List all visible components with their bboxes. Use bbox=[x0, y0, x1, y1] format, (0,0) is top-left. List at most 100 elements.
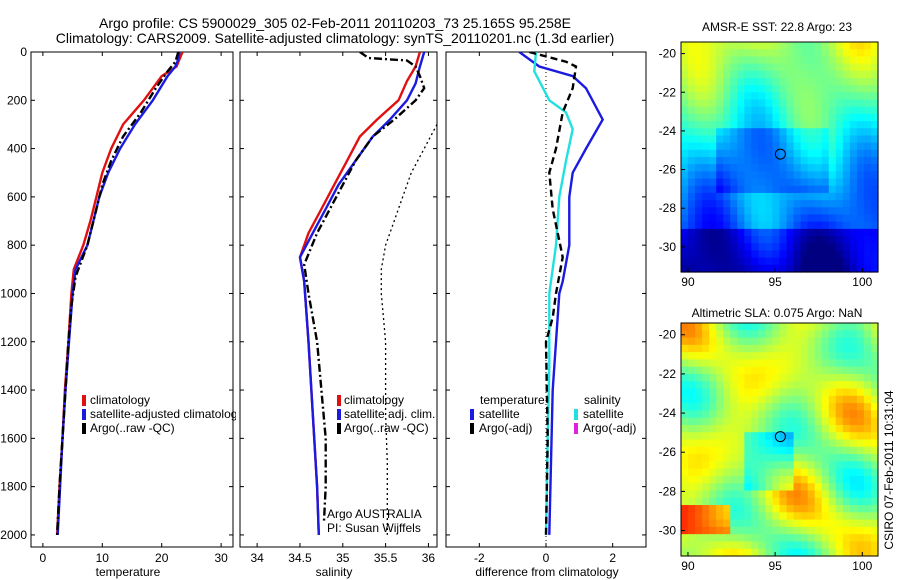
heatmap-cell bbox=[849, 512, 858, 521]
heatmap-cell bbox=[849, 92, 858, 101]
heatmap-cell bbox=[772, 403, 781, 411]
heatmap-cell bbox=[786, 526, 795, 535]
y-tick-label: -20 bbox=[659, 328, 677, 342]
heatmap-cell bbox=[730, 106, 738, 115]
heatmap-cell bbox=[695, 142, 703, 151]
heatmap-cell bbox=[814, 534, 823, 543]
heatmap-cell bbox=[793, 534, 802, 543]
y-tick-label: -24 bbox=[659, 124, 677, 138]
heatmap-cell bbox=[730, 366, 738, 375]
heatmap-cell bbox=[835, 505, 844, 513]
heatmap-cell bbox=[793, 330, 802, 339]
heatmap-cell bbox=[772, 534, 781, 543]
heatmap-cell bbox=[863, 63, 872, 72]
heatmap-cell bbox=[723, 128, 731, 137]
heatmap-cell bbox=[716, 519, 724, 528]
heatmap-cell bbox=[849, 178, 858, 187]
x-tick-label: 35 bbox=[336, 551, 350, 565]
heatmap-cell bbox=[821, 337, 830, 346]
series-line-argo--adj- bbox=[528, 52, 578, 535]
heatmap-cell bbox=[751, 49, 759, 57]
heatmap-cell bbox=[716, 417, 724, 426]
heatmap-cell bbox=[723, 526, 731, 535]
legend-title-temperature: temperature bbox=[480, 393, 545, 407]
x-tick-label: 90 bbox=[681, 559, 695, 573]
heatmap-cell bbox=[828, 70, 837, 79]
heatmap-cell bbox=[695, 106, 703, 115]
heatmap-cell bbox=[793, 432, 802, 441]
heatmap-cell bbox=[772, 548, 781, 557]
heatmap-cell bbox=[730, 490, 738, 499]
salinity-legend: climatology satellite adj. clim. Argo(..… bbox=[327, 393, 435, 535]
heatmap-cell bbox=[863, 264, 872, 273]
heatmap-cell bbox=[779, 519, 788, 528]
heatmap-cell bbox=[681, 519, 689, 528]
heatmap-cell bbox=[793, 381, 802, 390]
heatmap-cell bbox=[779, 200, 788, 208]
heatmap-cell bbox=[744, 192, 752, 201]
heatmap-cell bbox=[870, 366, 879, 375]
heatmap-cell bbox=[744, 366, 752, 375]
heatmap-cell bbox=[772, 157, 781, 165]
heatmap-cell bbox=[737, 200, 745, 208]
heatmap-cell bbox=[870, 128, 879, 137]
heatmap-cell bbox=[856, 526, 865, 535]
legend-label: Argo(-adj) bbox=[583, 421, 636, 435]
heatmap-cell bbox=[709, 359, 717, 368]
heatmap-cell bbox=[821, 548, 830, 557]
heatmap-cell bbox=[681, 403, 689, 411]
heatmap-cell bbox=[779, 505, 788, 513]
heatmap-cell bbox=[723, 228, 731, 237]
heatmap-cell bbox=[751, 344, 759, 353]
heatmap-cell bbox=[723, 388, 731, 397]
heatmap-cell bbox=[744, 149, 752, 158]
heatmap-cell bbox=[730, 121, 738, 129]
heatmap-cell bbox=[793, 323, 802, 331]
heatmap-cell bbox=[730, 63, 738, 72]
heatmap-cell bbox=[856, 228, 865, 237]
heatmap-cell bbox=[835, 548, 844, 557]
heatmap-cell bbox=[737, 56, 745, 65]
heatmap-cell bbox=[856, 243, 865, 252]
heatmap-cell bbox=[702, 149, 710, 158]
heatmap-cell bbox=[751, 106, 759, 115]
heatmap-cell bbox=[849, 236, 858, 244]
heatmap-cell bbox=[723, 243, 731, 252]
heatmap-cell bbox=[702, 85, 710, 93]
heatmap-cell bbox=[751, 178, 759, 187]
heatmap-cell bbox=[870, 475, 879, 484]
heatmap-cell bbox=[821, 512, 830, 521]
heatmap-cell bbox=[737, 461, 745, 470]
heatmap-cell bbox=[849, 207, 858, 216]
heatmap-cell bbox=[758, 257, 767, 266]
y-tick-label: 1400 bbox=[0, 383, 27, 397]
legend-swatch bbox=[470, 409, 474, 420]
heatmap-cell bbox=[779, 454, 788, 462]
heatmap-cell bbox=[779, 534, 788, 543]
heatmap-cell bbox=[688, 70, 696, 79]
heatmap-cell bbox=[800, 490, 809, 499]
heatmap-cell bbox=[702, 157, 710, 165]
heatmap-cell bbox=[793, 243, 802, 252]
heatmap-cell bbox=[814, 497, 823, 506]
heatmap-cell bbox=[807, 214, 816, 223]
heatmap-cell bbox=[828, 236, 837, 244]
heatmap-cell bbox=[814, 128, 823, 137]
heatmap-cell bbox=[695, 42, 703, 50]
heatmap-cell bbox=[688, 461, 696, 470]
heatmap-cell bbox=[814, 468, 823, 477]
heatmap-cell bbox=[688, 207, 696, 216]
heatmap-cell bbox=[793, 228, 802, 237]
heatmap-cell bbox=[716, 505, 724, 513]
heatmap-cell bbox=[807, 121, 816, 129]
heatmap-cell bbox=[765, 323, 774, 331]
heatmap-cell bbox=[821, 359, 830, 368]
heatmap-cell bbox=[688, 432, 696, 441]
series-line-climatology bbox=[55, 52, 184, 535]
heatmap-cell bbox=[751, 352, 759, 361]
heatmap-cell bbox=[758, 121, 767, 129]
heatmap-cell bbox=[765, 461, 774, 470]
heatmap-cell bbox=[702, 236, 710, 244]
heatmap-cell bbox=[751, 192, 759, 201]
heatmap-cell bbox=[828, 135, 837, 144]
